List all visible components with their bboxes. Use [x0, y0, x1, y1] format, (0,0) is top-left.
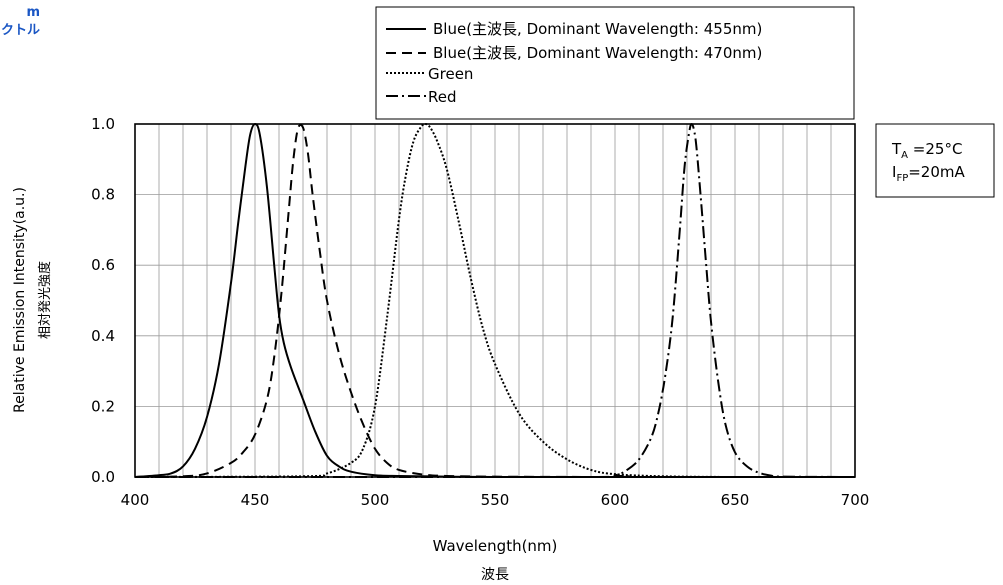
legend-label-green: Green — [428, 65, 473, 83]
x-tick-label: 600 — [601, 491, 630, 509]
y-tick-label: 0.8 — [91, 186, 115, 204]
x-tick-label: 700 — [841, 491, 870, 509]
grid-lines — [135, 124, 855, 477]
x-tick-label: 550 — [481, 491, 510, 509]
page-header-fragment: m クトル — [0, 4, 40, 40]
y-tick-label: 0.2 — [91, 397, 115, 415]
x-axis-label-jp: 波長 — [481, 567, 509, 583]
condition-ta: TA =25°C — [891, 140, 962, 161]
condition-ifp: IFP=20mA — [892, 163, 966, 184]
x-axis-label: Wavelength(nm) — [433, 537, 558, 555]
y-axis-label: Relative Emission Intensity(a.u.) — [12, 187, 28, 413]
x-tick-label: 450 — [241, 491, 270, 509]
legend-label-blue-470: Blue(主波長, Dominant Wavelength: 470nm) — [433, 44, 762, 62]
y-axis-label-jp: 相対発光強度 — [37, 261, 53, 339]
conditions-box: TA =25°C IFP=20mA — [875, 123, 995, 198]
plot-area-frame — [134, 123, 856, 478]
legend-box — [375, 6, 855, 120]
y-tick-label: 0.6 — [91, 256, 115, 274]
legend: Blue(主波長, Dominant Wavelength: 455nm) Bl… — [375, 6, 855, 120]
x-tick-label: 400 — [121, 491, 150, 509]
y-axis-ticks: 0.0 0.2 0.4 0.6 0.8 1.0 — [91, 115, 115, 486]
x-tick-label: 650 — [721, 491, 750, 509]
y-tick-label: 0.0 — [91, 468, 115, 486]
header-line-1: m — [26, 5, 40, 20]
series-line-3 — [135, 122, 856, 479]
legend-label-red: Red — [428, 88, 457, 106]
legend-label-blue-455: Blue(主波長, Dominant Wavelength: 455nm) — [433, 20, 762, 38]
x-axis-ticks: 400 450 500 550 600 650 700 — [121, 491, 870, 509]
series-line-1 — [134, 123, 856, 479]
y-tick-label: 0.4 — [91, 327, 115, 345]
conditions-frame — [875, 123, 995, 198]
x-tick-label: 500 — [361, 491, 390, 509]
header-line-2: クトル — [0, 23, 40, 38]
y-tick-label: 1.0 — [91, 115, 115, 133]
